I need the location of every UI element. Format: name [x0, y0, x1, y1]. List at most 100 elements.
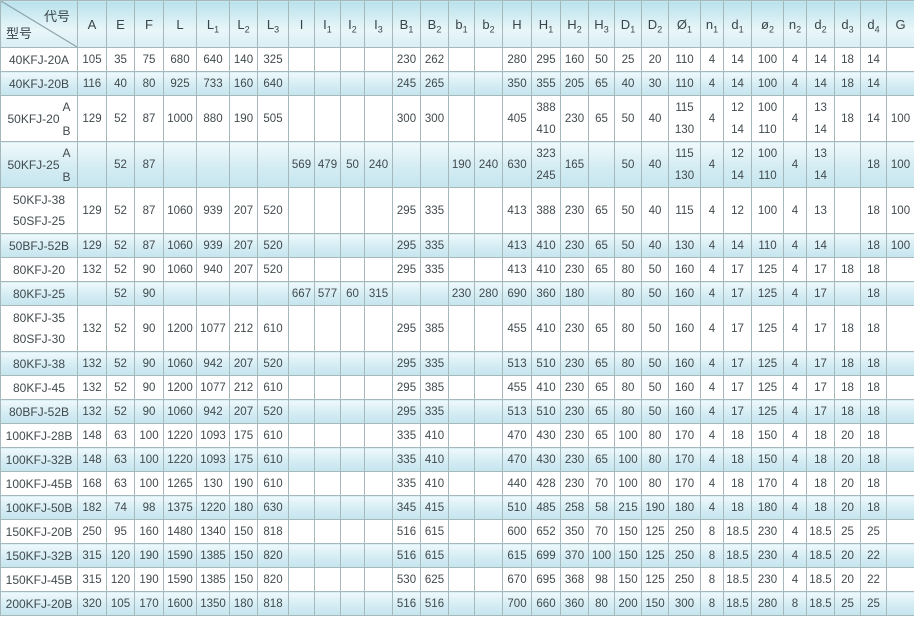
value-cell: 818 [257, 519, 289, 544]
value-cell: 105 [106, 591, 135, 616]
value-cell: 100 [588, 543, 615, 568]
value-cell: 577 [314, 281, 341, 306]
value-cell [288, 471, 315, 496]
value-cell: 520 [257, 257, 289, 282]
value-cell: 18.5 [806, 519, 835, 544]
value-cell: 14 [806, 233, 835, 258]
value-cell [364, 543, 393, 568]
value-cell [474, 47, 503, 72]
value-cell: 428 [531, 471, 561, 496]
value-cell: 65 [588, 399, 615, 424]
value-cell: 368 [560, 567, 589, 592]
value-cell [448, 447, 475, 472]
value-cell: 18.5 [723, 543, 752, 568]
value-cell: 4 [783, 399, 807, 424]
value-cell [364, 447, 393, 472]
value-cell: 87 [134, 233, 164, 258]
value-cell: 4 [783, 257, 807, 282]
value-cell: 52 [106, 305, 135, 352]
value-cell: 230 [560, 257, 589, 282]
value-cell [364, 47, 393, 72]
table-row: 40KFJ-20A 105 35 75 680 640 140 325 230 262 280 295… [0, 47, 914, 72]
value-cell: 25 [834, 519, 861, 544]
value-cell: 17 [723, 257, 752, 282]
value-cell [340, 447, 365, 472]
value-cell: 1060 [163, 399, 197, 424]
split-value: 100 [757, 147, 778, 160]
value-cell [229, 281, 258, 306]
value-cell: 1093 [196, 447, 230, 472]
col-header-e: E [106, 0, 135, 48]
value-cell: 180 [668, 495, 701, 520]
value-cell: 190 [229, 471, 258, 496]
table-row: 80KFJ-35 80SFJ-30 132 52 90 1200 1077 212 610 295… [0, 305, 914, 352]
value-cell: 733 [196, 71, 230, 96]
value-cell [448, 233, 475, 258]
value-cell [886, 447, 914, 472]
value-cell: 4 [783, 281, 807, 306]
col-header-d1: d1 [723, 0, 752, 48]
value-cell: 4 [700, 375, 724, 400]
value-cell: 300 [668, 591, 701, 616]
value-cell: 410 [531, 233, 561, 258]
value-cell: 388 410 [531, 95, 561, 142]
value-cell: 125 [751, 257, 784, 282]
value-cell: 18 [860, 471, 887, 496]
value-cell [834, 187, 861, 234]
value-cell: 90 [134, 375, 164, 400]
value-cell: 80 [614, 351, 642, 376]
value-cell: 1093 [196, 423, 230, 448]
value-cell: 1590 [163, 567, 197, 592]
value-cell: 13 14 [806, 95, 835, 142]
model-cell: 40KFJ-20B [0, 71, 78, 96]
value-cell: 510 [531, 399, 561, 424]
value-cell: 265 [420, 71, 449, 96]
value-cell [392, 281, 421, 306]
value-cell [364, 591, 393, 616]
value-cell: 17 [806, 375, 835, 400]
table-row: 40KFJ-20B 116 40 80 925 733 160 640 245 265 350 355… [0, 71, 914, 96]
value-cell: 516 [420, 591, 449, 616]
value-cell [886, 543, 914, 568]
value-cell [364, 399, 393, 424]
value-cell: 125 [751, 351, 784, 376]
value-cell [474, 423, 503, 448]
value-cell: 640 [257, 71, 289, 96]
value-cell: 280 [474, 281, 503, 306]
value-cell: 60 [340, 281, 365, 306]
value-cell: 230 [560, 471, 589, 496]
value-cell [314, 591, 341, 616]
value-cell [314, 423, 341, 448]
value-cell: 4 [700, 141, 724, 188]
value-cell: 80 [641, 447, 669, 472]
value-cell: 8 [700, 519, 724, 544]
value-cell: 8 [700, 591, 724, 616]
value-cell: 132 [77, 351, 107, 376]
value-cell: 150 [641, 591, 669, 616]
value-cell [474, 543, 503, 568]
value-cell: 35 [106, 47, 135, 72]
value-cell: 230 [560, 423, 589, 448]
value-cell: 17 [806, 399, 835, 424]
value-cell: 12 14 [723, 141, 752, 188]
value-cell: 50 [588, 47, 615, 72]
value-cell: 170 [668, 447, 701, 472]
value-cell [474, 305, 503, 352]
table-row: 80KFJ-38 132 52 90 1060 942 207 520 295 335 513 510… [0, 351, 914, 376]
value-cell [448, 567, 475, 592]
value-cell: 116 [77, 71, 107, 96]
col-header-d2: d2 [806, 0, 835, 48]
value-cell: 240 [474, 141, 503, 188]
value-cell: 520 [257, 351, 289, 376]
value-cell: 52 [106, 375, 135, 400]
value-cell: 150 [614, 519, 642, 544]
value-cell: 14 [723, 71, 752, 96]
value-cell: 18 [860, 305, 887, 352]
value-cell [588, 141, 615, 188]
value-cell: 4 [783, 495, 807, 520]
value-cell: 160 [668, 305, 701, 352]
value-cell: 230 [560, 399, 589, 424]
value-cell: 4 [783, 375, 807, 400]
value-cell [474, 567, 503, 592]
value-cell: 50 [614, 233, 642, 258]
